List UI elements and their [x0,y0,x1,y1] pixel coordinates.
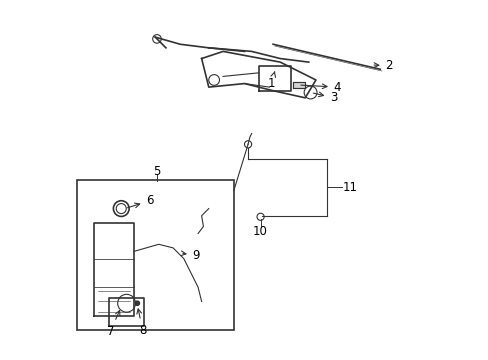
Text: 4: 4 [300,81,341,94]
Text: 11: 11 [342,181,357,194]
Text: 1: 1 [267,72,275,90]
Text: 5: 5 [153,165,161,177]
Text: 9: 9 [181,248,200,261]
Bar [77,180,233,330]
Circle shape [135,301,139,305]
Text: 8: 8 [137,309,146,337]
Text: 6: 6 [127,194,153,208]
Text: 7: 7 [106,310,120,338]
Text: 10: 10 [253,225,267,238]
Polygon shape [292,82,305,88]
Text: 2: 2 [373,59,392,72]
Text: 3: 3 [313,91,337,104]
